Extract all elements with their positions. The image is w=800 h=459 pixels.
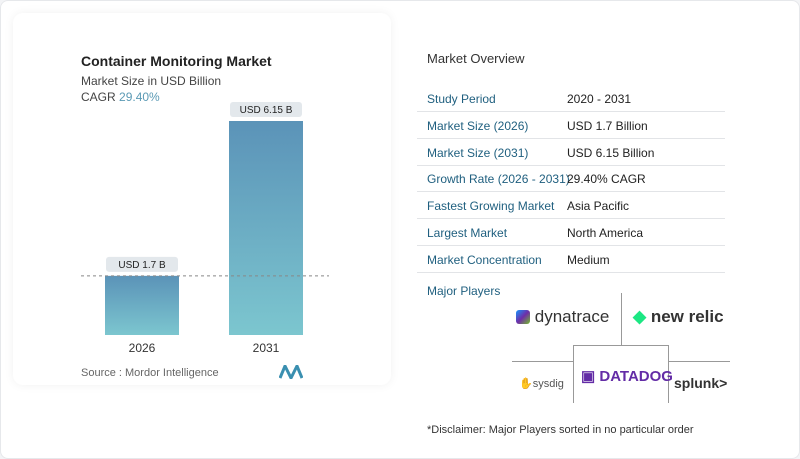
overview-row: Market Size (2026) USD 1.7 Billion [417,112,725,139]
overview-row: Market Size (2031) USD 6.15 Billion [417,139,725,166]
row-value: USD 1.7 Billion [567,118,648,133]
x-tick-label: 2026 [129,341,156,355]
disclaimer: *Disclaimer: Major Players sorted in no … [427,424,694,436]
data-label: USD 6.15 B [240,105,293,116]
overview-title: Market Overview [427,51,525,66]
row-label: Largest Market [427,226,508,240]
row-value: Asia Pacific [567,199,630,214]
data-label: USD 1.7 B [118,260,166,271]
player-logo-datadog: ▣ DATADOG [581,368,673,385]
player-logo-splunk: splunk> [674,375,728,391]
row-value: North America [567,226,644,240]
data-label-bg [106,256,178,272]
major-players-label: Major Players [427,284,501,298]
cagr-label: CAGR [81,90,116,104]
overview-row: Market Concentration Medium [417,246,725,273]
player-logo-sysdig: ✋sysdig [519,378,564,390]
row-value: 2020 - 2031 [567,92,632,106]
bar-chart: USD 1.7 B 2026 USD 6.15 B 2031 [81,102,329,355]
row-value: Medium [567,252,610,267]
row-value: USD 6.15 Billion [567,145,655,160]
chart-panel [13,13,391,385]
datadog-icon: ▣ [581,368,596,385]
overview-row: Growth Rate (2026 - 2031) 29.40% CAGR [417,165,725,193]
player-logo-new-relic: ◆ new relic [633,307,724,326]
source: Source : Mordor Intelligence [81,367,219,379]
row-label: Growth Rate (2026 - 2031) [427,172,570,187]
datadog-box [573,345,669,403]
chart-subtitle: Market Size in USD Billion [81,74,222,88]
row-label: Study Period [427,92,496,106]
cagr: CAGR 29.40% [81,90,160,104]
sysdig-icon: ✋ [519,378,533,390]
row-label: Fastest Growing Market [427,199,555,214]
row-label: Market Size (2031) [427,145,529,160]
overview-row: Largest Market North America [417,219,725,246]
mordor-logo-icon [279,365,303,379]
row-label: Market Size (2026) [427,118,529,133]
bar-2026 [105,275,179,335]
cagr-value: 29.40% [119,90,160,104]
overview-row: Fastest Growing Market Asia Pacific [417,192,725,220]
dynatrace-icon [516,310,530,324]
row-label: Market Concentration [427,252,542,267]
player-logo-dynatrace: dynatrace [516,307,609,327]
bar-2031 [229,121,303,335]
row-value: 29.40% CAGR [567,172,646,187]
overview-row: Study Period 2020 - 2031 [417,85,725,112]
data-label-bg [230,102,302,117]
chart-title: Container Monitoring Market [81,53,272,69]
new-relic-icon: ◆ [633,307,647,326]
x-tick-label: 2031 [253,341,280,355]
